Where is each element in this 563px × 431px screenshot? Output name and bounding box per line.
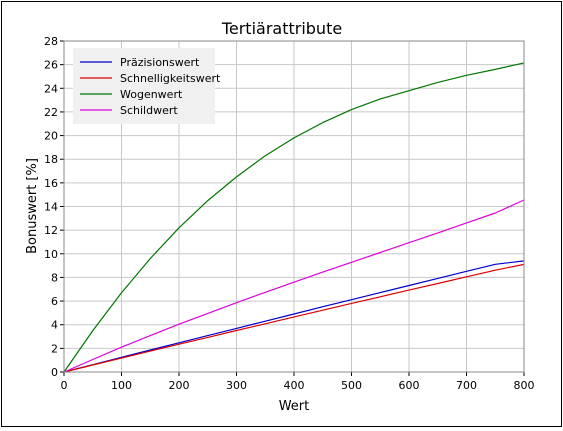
x-tick-label: 100 — [111, 379, 132, 392]
y-tick-label: 20 — [44, 130, 58, 143]
y-tick-label: 4 — [51, 319, 58, 332]
legend: Präzisionswert Schnelligkeitswert Wogenwer… — [73, 48, 221, 124]
y-tick-label: 10 — [44, 248, 58, 261]
x-tick-label: 600 — [399, 379, 420, 392]
y-tick-label: 8 — [51, 271, 58, 284]
y-tick-label: 16 — [44, 177, 58, 190]
legend-label: Schildwert — [120, 104, 178, 117]
y-tick-label: 6 — [51, 295, 58, 308]
series-line-schnelligkeitswert — [63, 263, 525, 373]
series-line-wogenwert — [63, 62, 525, 373]
legend-label: Schnelligkeitswert — [120, 72, 221, 85]
series-line-präzisionswert — [63, 260, 525, 373]
series-line-schildwert — [63, 199, 525, 373]
x-tick-label: 300 — [226, 379, 247, 392]
line-chart: Tertiärattribute 02468101214161820222426… — [25, 19, 535, 414]
x-tick-label: 0 — [61, 379, 68, 392]
y-tick-label: 14 — [44, 201, 58, 214]
x-axis-ticks: 0 100 200 300 400 500 600 700 800 — [61, 372, 535, 392]
legend-label: Wogenwert — [120, 88, 183, 101]
x-tick-label: 400 — [284, 379, 305, 392]
y-tick-label: 2 — [51, 342, 58, 355]
y-tick-label: 28 — [44, 35, 58, 48]
y-tick-label: 0 — [51, 366, 58, 379]
series-lines — [63, 62, 525, 373]
y-tick-label: 26 — [44, 59, 58, 72]
plot-border — [63, 40, 525, 373]
y-tick-label: 18 — [44, 153, 58, 166]
x-tick-label: 500 — [341, 379, 362, 392]
y-tick-label: 22 — [44, 106, 58, 119]
chart-title: Tertiärattribute — [221, 19, 342, 38]
legend-box — [73, 48, 215, 124]
y-axis-label: Bonuswert [%] — [25, 158, 40, 254]
legend-label: Präzisionswert — [120, 56, 200, 69]
x-axis-label: Wert — [279, 399, 310, 414]
y-tick-label: 24 — [44, 82, 58, 95]
x-tick-label: 200 — [169, 379, 190, 392]
x-tick-label: 700 — [456, 379, 477, 392]
y-tick-label: 12 — [44, 224, 58, 237]
x-tick-label: 800 — [514, 379, 535, 392]
